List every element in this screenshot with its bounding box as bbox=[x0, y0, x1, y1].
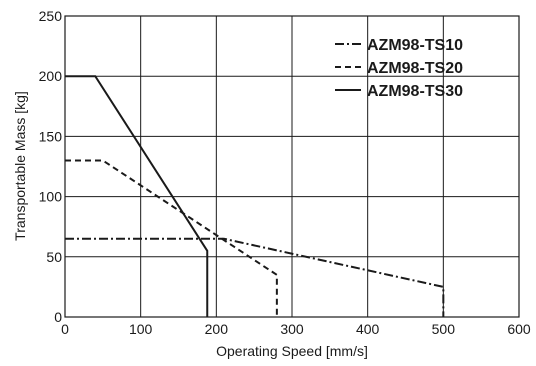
y-tick-label: 0 bbox=[54, 309, 62, 325]
x-tick-label: 100 bbox=[129, 321, 153, 337]
legend: AZM98-TS10 AZM98-TS20 AZM98-TS30 bbox=[335, 37, 463, 100]
x-tick-label: 500 bbox=[432, 321, 456, 337]
grid bbox=[65, 16, 519, 317]
legend-label: AZM98-TS10 bbox=[367, 37, 463, 54]
legend-label: AZM98-TS20 bbox=[367, 60, 463, 77]
x-tick-label: 200 bbox=[205, 321, 229, 337]
y-tick-label: 150 bbox=[39, 128, 63, 144]
series-line-2 bbox=[65, 159, 278, 317]
x-tick-label: 0 bbox=[61, 321, 69, 337]
tick-labels: 0 100 200 300 400 500 600 0 50 100 150 200 250 bbox=[39, 8, 531, 337]
y-tick-label: 250 bbox=[39, 8, 63, 24]
series-line-1 bbox=[65, 237, 445, 317]
legend-label: AZM98-TS30 bbox=[367, 83, 463, 100]
x-axis-label: Operating Speed [mm/s] bbox=[216, 343, 368, 359]
y-tick-label: 50 bbox=[46, 249, 62, 265]
series-layer bbox=[65, 75, 445, 317]
plot-frame bbox=[64, 15, 520, 318]
y-axis-label: Transportable Mass [kg] bbox=[12, 91, 28, 241]
x-tick-label: 300 bbox=[280, 321, 304, 337]
x-tick-label: 600 bbox=[507, 321, 531, 337]
y-tick-label: 200 bbox=[39, 68, 63, 84]
series-line-3 bbox=[65, 75, 209, 317]
x-tick-label: 400 bbox=[356, 321, 380, 337]
y-tick-label: 100 bbox=[39, 189, 63, 205]
